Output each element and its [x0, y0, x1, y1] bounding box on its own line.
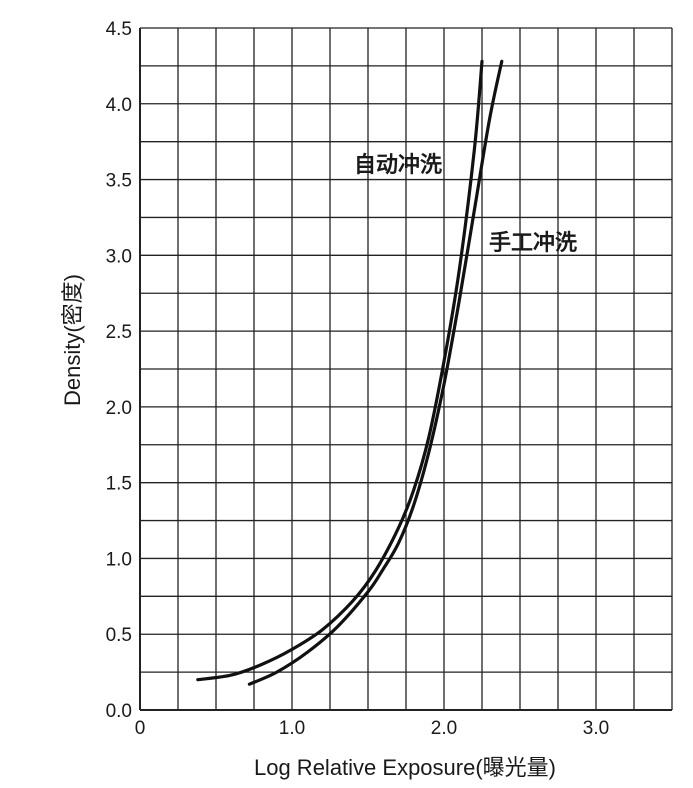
y-tick-label: 3.0	[106, 246, 132, 267]
y-tick-label: 2.0	[106, 398, 132, 419]
x-tick-label: 0	[135, 718, 146, 739]
y-tick-label: 2.5	[106, 322, 132, 343]
tick-labels: 0.0 0.5 1.0 1.5 2.0 2.5 3.0 3.5 4.0 4.5 0 1.0 2.0 3.0	[106, 19, 610, 739]
y-tick-label: 4.0	[106, 95, 132, 116]
x-tick-label: 3.0	[583, 718, 609, 739]
y-tick-label: 0.0	[106, 701, 132, 722]
y-tick-label: 1.5	[106, 474, 132, 495]
y-axis-label: Density(密度)	[60, 274, 85, 406]
y-tick-label: 1.0	[106, 549, 132, 570]
series-label-auto: 自动冲洗	[354, 152, 442, 177]
y-tick-label: 0.5	[106, 625, 132, 646]
curves	[196, 59, 504, 686]
x-tick-label: 1.0	[279, 718, 305, 739]
grid-lines	[139, 27, 673, 711]
curve-auto-processing	[196, 59, 484, 682]
curve-manual-processing	[247, 59, 504, 686]
x-axis-label: Log Relative Exposure(曝光量)	[254, 755, 556, 780]
series-label-manual: 手工冲洗	[489, 230, 577, 255]
y-tick-label: 3.5	[106, 171, 132, 192]
x-tick-label: 2.0	[431, 718, 457, 739]
y-tick-label: 4.5	[106, 19, 132, 40]
